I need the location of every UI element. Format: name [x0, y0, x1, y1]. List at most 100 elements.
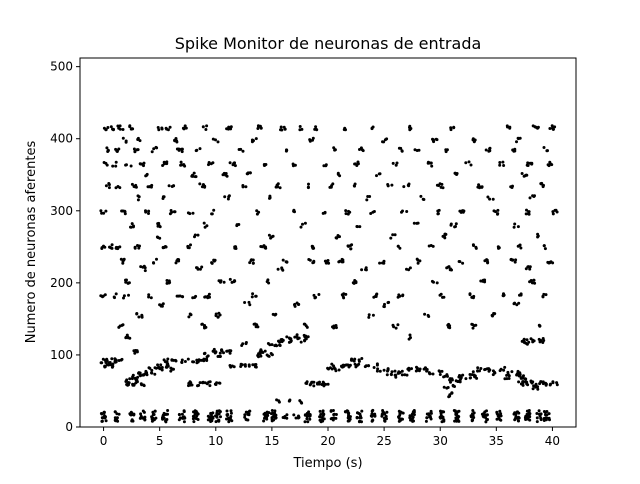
spike-point: [398, 411, 402, 415]
spike-point: [439, 414, 443, 418]
spike-point: [396, 244, 400, 248]
spike-point: [161, 417, 165, 421]
spike-point: [299, 225, 303, 229]
spike-point: [150, 417, 154, 421]
spike-point: [141, 373, 145, 377]
spike-point: [273, 344, 277, 348]
spike-point: [118, 124, 122, 128]
spike-point: [456, 414, 460, 418]
spike-point: [536, 232, 540, 236]
spike-point: [210, 212, 214, 216]
spike-point: [367, 315, 371, 319]
spike-point: [271, 415, 275, 418]
spike-point: [378, 261, 382, 265]
spike-point: [453, 225, 457, 229]
spike-point: [502, 368, 506, 372]
spike-point: [410, 367, 413, 371]
spike-point: [198, 147, 202, 151]
spike-point: [243, 301, 247, 304]
spike-point: [168, 125, 172, 129]
spike-point: [408, 416, 412, 420]
spike-point: [305, 417, 309, 421]
spike-point: [205, 124, 209, 128]
spike-point: [106, 148, 110, 152]
spike-point: [491, 373, 495, 377]
spike-point: [372, 366, 376, 369]
spike-point: [408, 333, 412, 337]
spike-point: [294, 416, 298, 420]
spike-point: [281, 258, 285, 262]
spike-point: [483, 278, 487, 282]
spike-point: [214, 138, 217, 142]
spike-point: [478, 186, 481, 190]
spike-point: [102, 161, 106, 164]
x-tick-label: 0: [100, 434, 108, 448]
spike-point: [537, 337, 541, 341]
spike-point: [191, 174, 195, 178]
spike-point: [241, 184, 245, 187]
spike-point: [415, 221, 419, 225]
spike-point: [334, 326, 338, 330]
spike-point: [311, 136, 315, 140]
spike-point: [239, 147, 243, 151]
spike-point: [540, 182, 544, 186]
spike-point: [454, 413, 458, 416]
spike-point: [254, 137, 258, 141]
spike-point: [124, 380, 128, 383]
spike-point: [323, 211, 327, 215]
spike-point: [474, 323, 478, 327]
spike-point: [357, 362, 361, 366]
spike-point: [438, 182, 442, 186]
spike-point: [259, 126, 263, 130]
spike-point: [102, 416, 106, 420]
spike-point: [368, 195, 372, 198]
spike-point: [434, 137, 438, 141]
spike-point: [542, 410, 546, 413]
spike-point: [208, 295, 211, 299]
spike-point: [505, 373, 509, 377]
spike-point: [371, 313, 375, 317]
spike-point: [526, 383, 530, 387]
spike-point: [190, 383, 194, 387]
spike-point: [153, 372, 157, 376]
spike-point: [318, 409, 322, 413]
spike-point: [155, 257, 158, 261]
spike-point: [525, 338, 529, 342]
spike-point: [347, 365, 351, 369]
spike-point: [415, 257, 419, 261]
spike-point: [204, 128, 208, 131]
spike-point: [442, 295, 446, 299]
spike-point: [471, 413, 475, 417]
spike-point: [317, 293, 321, 296]
spike-point: [471, 323, 475, 327]
spike-point: [533, 125, 537, 129]
spike-point: [308, 138, 312, 142]
spike-point: [520, 172, 524, 175]
spike-point: [527, 212, 530, 216]
spike-point: [206, 418, 210, 422]
spike-point: [130, 222, 134, 226]
spike-point: [461, 261, 465, 265]
spike-point: [429, 417, 433, 421]
spike-point: [268, 194, 272, 198]
spike-point: [327, 261, 331, 265]
spike-point: [207, 292, 211, 296]
spike-point: [126, 281, 130, 285]
spike-point: [132, 383, 136, 387]
spike-point: [281, 416, 285, 419]
spike-point: [298, 125, 302, 128]
spike-point: [372, 413, 376, 417]
spike-point: [353, 162, 357, 166]
spike-point: [151, 413, 155, 417]
spike-point: [111, 362, 115, 366]
spike-point: [279, 125, 283, 129]
spike-point: [391, 161, 395, 165]
spike-point: [535, 416, 539, 420]
spike-point: [288, 337, 292, 341]
spike-point: [336, 171, 340, 175]
spike-point: [133, 149, 137, 153]
x-tick-label: 25: [376, 434, 391, 448]
spike-point: [367, 313, 371, 317]
spike-point: [400, 149, 404, 153]
spike-point: [196, 233, 200, 237]
